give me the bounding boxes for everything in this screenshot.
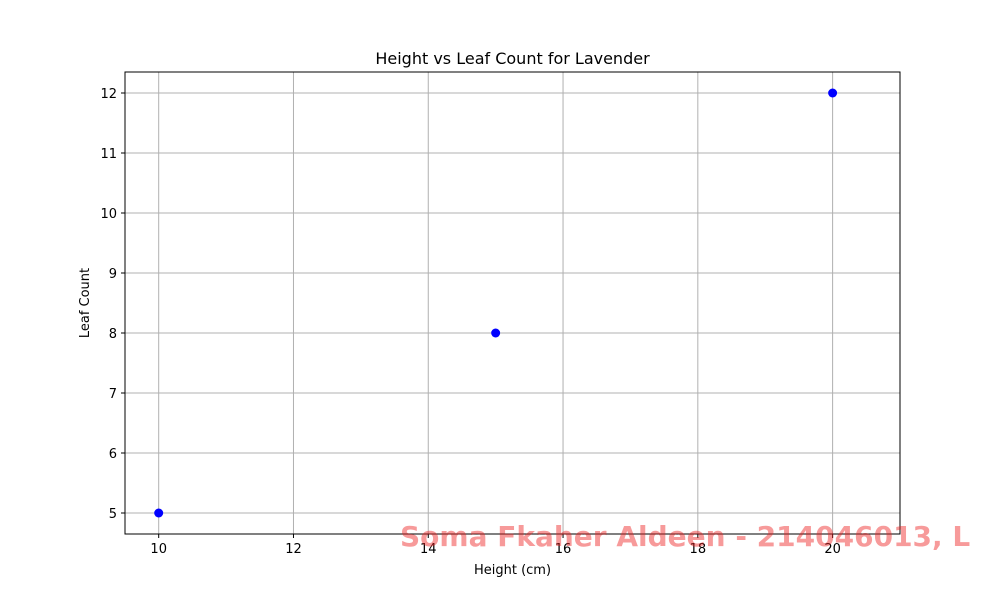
y-tick-label: 10 [100,207,117,222]
x-tick-label: 20 [824,542,841,557]
chart-title: Height vs Leaf Count for Lavender [375,49,650,68]
x-tick-label: 12 [285,542,302,557]
grid-lines [125,72,900,534]
y-tick-label: 7 [109,387,117,402]
y-tick-label: 9 [109,267,117,282]
scatter-point [828,88,838,98]
y-tick-label: 8 [109,327,117,342]
y-axis-label: Leaf Count [78,268,93,338]
y-tick-label: 11 [100,147,117,162]
y-tick-label: 12 [100,87,117,102]
scatter-point [154,508,164,518]
plot-area-frame [124,71,901,535]
data-points [154,88,838,518]
axis-ticks: 10 12 14 16 18 20 5 6 7 8 9 10 11 12 [100,87,840,557]
x-tick-label: 10 [150,542,167,557]
x-tick-label: 18 [690,542,707,557]
x-tick-label: 14 [420,542,437,557]
x-axis-label: Height (cm) [474,563,551,578]
y-tick-label: 5 [109,507,117,522]
scatter-point [491,328,501,338]
y-tick-label: 6 [109,447,117,462]
x-tick-label: 16 [555,542,572,557]
